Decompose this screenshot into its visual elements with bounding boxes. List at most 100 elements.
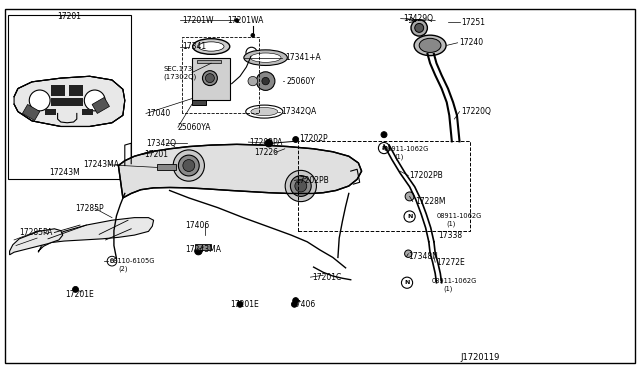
Circle shape — [195, 247, 202, 255]
Circle shape — [291, 176, 311, 196]
Circle shape — [246, 47, 257, 58]
Bar — [157, 164, 176, 170]
Text: 17341: 17341 — [182, 42, 207, 51]
Text: 08911-1062G: 08911-1062G — [384, 146, 429, 152]
Text: (17302Q): (17302Q) — [163, 74, 196, 80]
Circle shape — [405, 192, 414, 201]
Text: 17226: 17226 — [254, 148, 278, 157]
Text: 08911-1062G: 08911-1062G — [432, 278, 477, 284]
Circle shape — [235, 19, 239, 22]
Circle shape — [72, 286, 79, 292]
Text: 17429Q: 17429Q — [403, 14, 433, 23]
Bar — [197, 60, 221, 63]
Circle shape — [401, 277, 413, 288]
Bar — [8, 15, 131, 179]
Bar — [45, 109, 56, 115]
Text: 17243M: 17243M — [49, 169, 80, 177]
Text: 17272E: 17272E — [436, 258, 465, 267]
Text: SEC.173: SEC.173 — [163, 66, 193, 72]
Circle shape — [183, 160, 195, 171]
Circle shape — [202, 71, 218, 86]
Text: 17202PB: 17202PB — [410, 171, 444, 180]
Text: 17342QA: 17342QA — [282, 107, 317, 116]
Circle shape — [251, 33, 255, 37]
Text: (1): (1) — [447, 221, 456, 227]
Ellipse shape — [248, 77, 258, 86]
Text: 17201: 17201 — [58, 12, 82, 21]
Polygon shape — [10, 229, 63, 255]
Text: 17201E: 17201E — [65, 290, 94, 299]
Polygon shape — [14, 76, 125, 126]
Bar — [22, 105, 40, 121]
Circle shape — [84, 90, 105, 111]
Text: 17201E: 17201E — [230, 300, 259, 309]
Circle shape — [285, 170, 316, 202]
Circle shape — [107, 256, 117, 266]
Text: 17201C: 17201C — [312, 273, 342, 282]
Text: 17406: 17406 — [186, 221, 210, 230]
Circle shape — [256, 72, 275, 90]
Circle shape — [29, 90, 50, 111]
Ellipse shape — [193, 39, 230, 54]
Bar — [298, 141, 470, 231]
Bar — [69, 85, 83, 96]
Text: (2): (2) — [118, 265, 128, 272]
Bar — [51, 98, 83, 106]
Circle shape — [404, 250, 412, 257]
Circle shape — [378, 142, 390, 154]
Text: N: N — [404, 280, 410, 285]
Text: 17202PB: 17202PB — [296, 176, 330, 185]
Text: J1720119: J1720119 — [461, 353, 500, 362]
Text: N: N — [381, 145, 387, 151]
Bar — [192, 58, 230, 100]
Text: 17406: 17406 — [291, 300, 316, 309]
Ellipse shape — [250, 53, 281, 62]
Text: 17243MA: 17243MA — [83, 160, 119, 169]
Polygon shape — [38, 218, 154, 252]
Circle shape — [262, 77, 269, 85]
Text: 17220Q: 17220Q — [461, 107, 491, 116]
Bar — [192, 100, 206, 105]
Ellipse shape — [198, 42, 224, 51]
Bar — [51, 85, 65, 96]
Text: 17202P: 17202P — [300, 134, 328, 143]
Text: N: N — [407, 214, 412, 219]
Circle shape — [381, 132, 387, 138]
Circle shape — [265, 140, 273, 147]
Text: 17201W: 17201W — [182, 16, 214, 25]
Text: B: B — [110, 259, 114, 264]
Bar — [92, 97, 109, 113]
Ellipse shape — [251, 108, 278, 116]
Circle shape — [404, 211, 415, 222]
Circle shape — [205, 74, 214, 83]
Bar — [195, 244, 211, 250]
Circle shape — [295, 180, 307, 192]
Text: 08110-6105G: 08110-6105G — [110, 258, 156, 264]
Circle shape — [415, 23, 424, 32]
Text: 17342Q: 17342Q — [146, 139, 176, 148]
Text: 17040: 17040 — [146, 109, 170, 118]
Circle shape — [411, 20, 428, 36]
Text: 17202PA: 17202PA — [250, 138, 283, 147]
Circle shape — [237, 301, 243, 307]
Text: 25060YA: 25060YA — [178, 123, 211, 132]
Text: 17228M: 17228M — [415, 197, 445, 206]
Circle shape — [292, 137, 299, 142]
Ellipse shape — [244, 50, 287, 65]
Text: (1): (1) — [394, 154, 404, 160]
Text: 17341+A: 17341+A — [285, 53, 321, 62]
Text: 17285PA: 17285PA — [19, 228, 52, 237]
Circle shape — [292, 298, 299, 304]
Text: 17251: 17251 — [461, 18, 485, 27]
Text: 25060Y: 25060Y — [287, 77, 316, 86]
Text: 17201: 17201 — [144, 150, 168, 159]
Circle shape — [291, 301, 298, 307]
Text: 17285P: 17285P — [76, 204, 104, 213]
Circle shape — [179, 155, 199, 176]
Text: 17240: 17240 — [460, 38, 484, 47]
Text: (1): (1) — [444, 286, 453, 292]
Text: 17348N: 17348N — [408, 252, 438, 261]
Text: 08911-1062G: 08911-1062G — [436, 213, 482, 219]
Text: 17201WA: 17201WA — [227, 16, 264, 25]
Ellipse shape — [419, 38, 441, 52]
